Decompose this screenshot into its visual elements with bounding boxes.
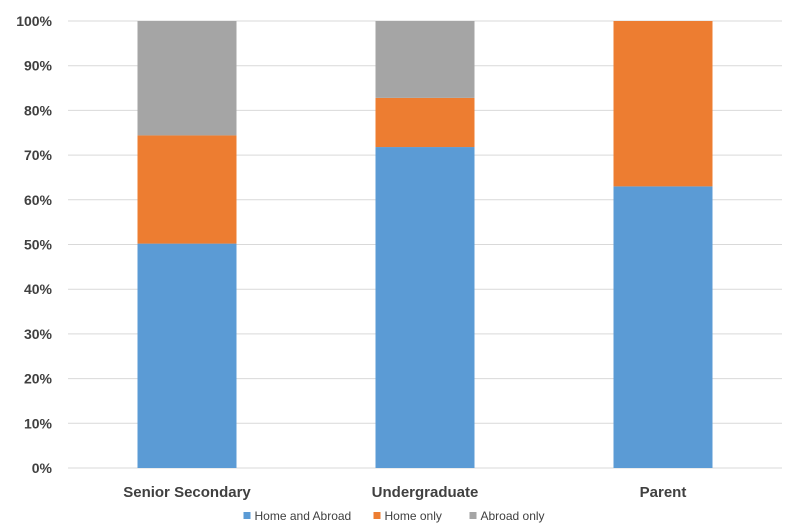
y-tick-label: 10% [24, 415, 53, 431]
y-tick-label: 40% [24, 281, 53, 297]
bars [137, 21, 713, 468]
legend-swatch [373, 512, 381, 519]
legend-item: Home and Abroad [243, 509, 352, 523]
x-tick-label: Senior Secondary [123, 484, 251, 501]
bar-segment [137, 243, 237, 468]
bar-segment [375, 147, 475, 468]
bar-segment [613, 186, 713, 468]
legend-label: Abroad only [481, 509, 545, 523]
legend-item: Home only [373, 509, 442, 523]
y-tick-label: 50% [24, 237, 53, 253]
legend-label: Home only [385, 509, 442, 523]
legend-item: Abroad only [469, 509, 545, 523]
bar-segment [375, 21, 475, 98]
y-tick-label: 90% [24, 58, 53, 74]
legend-swatch [469, 512, 477, 519]
y-tick-label: 20% [24, 371, 53, 387]
y-tick-label: 80% [24, 102, 53, 118]
legend-swatch [243, 512, 251, 519]
y-axis: 0% 10% 20% 30% 40% 50% 60% 70% 80% 90% 100% [16, 13, 52, 476]
x-tick-label: Parent [640, 484, 687, 501]
y-tick-label: 100% [16, 13, 52, 29]
x-tick-label: Undergraduate [372, 484, 479, 501]
y-tick-label: 70% [24, 147, 53, 163]
legend: Home and Abroad Home only Abroad only [243, 509, 545, 523]
bar-segment [137, 135, 237, 244]
legend-label: Home and Abroad [255, 509, 352, 523]
y-tick-label: 30% [24, 326, 53, 342]
bar-segment [613, 21, 713, 187]
x-axis: Senior Secondary Undergraduate Parent [123, 484, 686, 501]
y-tick-label: 60% [24, 192, 53, 208]
bar-segment [137, 21, 237, 136]
bar-segment [375, 97, 475, 148]
y-tick-label: 0% [32, 460, 53, 476]
